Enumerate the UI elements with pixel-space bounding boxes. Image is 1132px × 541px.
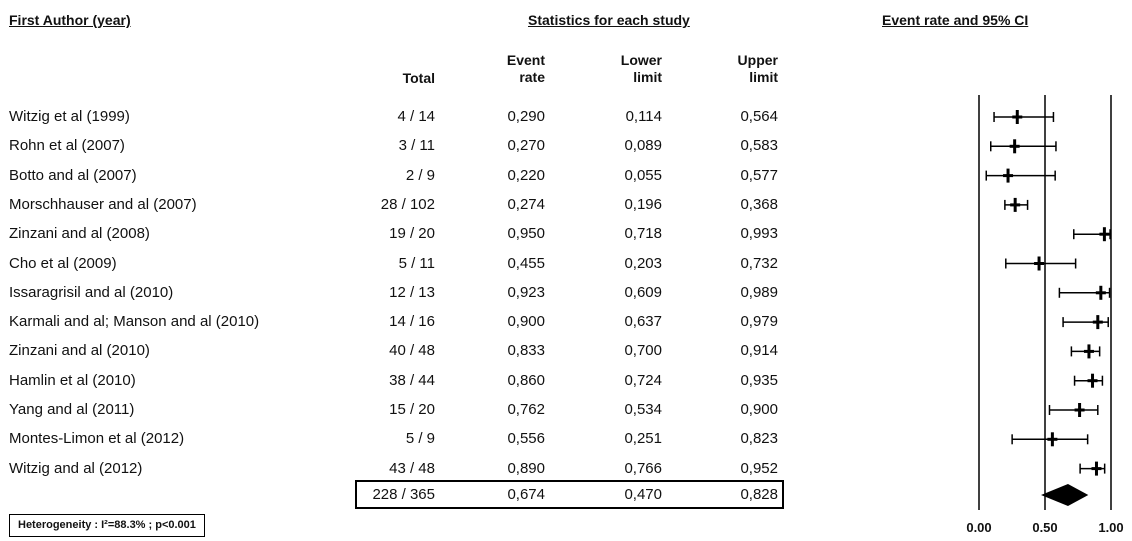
summary-row: 228 / 365 0,674 0,470 0,828: [0, 480, 800, 509]
table-row: Karmali and al; Manson and al (2010) 14 /…: [0, 307, 800, 336]
x-tick-label: 0.50: [1032, 520, 1057, 535]
study-lower-limit: 0,114: [625, 108, 662, 125]
table-row: Zinzani and al (2010) 40 / 48 0,833 0,700 0,…: [0, 336, 800, 365]
study-author: Cho et al (2009): [9, 254, 117, 272]
table-row: Witzig and al (2012) 43 / 48 0,890 0,766 0,9…: [0, 454, 800, 483]
study-total: 19 / 20: [389, 225, 435, 243]
study-event-rate: 0,556: [507, 430, 545, 448]
study-lower-limit: 0,055: [624, 166, 662, 184]
study-lower-limit: 0,534: [624, 401, 662, 418]
event-rate-column-header: Event rate: [506, 52, 545, 85]
study-event-rate: 0,762: [507, 401, 545, 418]
study-total: 2 / 9: [405, 166, 435, 184]
study-upper-limit: 0,952: [740, 459, 778, 477]
pooled-diamond: [1041, 484, 1089, 506]
x-tick-label: 1.00: [1098, 520, 1123, 535]
study-upper-limit: 0,979: [740, 313, 778, 331]
study-total: 43 / 48: [389, 459, 435, 477]
study-event-rate: 0,455: [507, 254, 545, 272]
study-total: 4 / 14: [397, 108, 435, 125]
study-upper-limit: 0,564: [740, 108, 778, 125]
heterogeneity-box: Heterogeneity : I²=88.3% ; p<0.001: [9, 514, 205, 537]
study-total: 38 / 44: [389, 371, 435, 389]
study-event-rate: 0,274: [507, 195, 545, 213]
summary-box: [355, 480, 784, 509]
study-event-rate: 0,890: [507, 459, 545, 477]
study-lower-limit: 0,718: [624, 225, 662, 243]
table-row: Issaragrisil and al (2010) 12 / 13 0,923 0,…: [0, 278, 800, 307]
study-upper-limit: 0,368: [740, 195, 778, 213]
study-upper-limit: 0,935: [740, 371, 778, 389]
table-row: Yang and al (2011) 15 / 20 0,762 0,534 0,900: [0, 395, 800, 424]
study-upper-limit: 0,577: [740, 166, 778, 184]
summary-rate: 0,674: [507, 486, 545, 503]
table-row: Botto and al (2007) 2 / 9 0,220 0,055 0,577: [0, 161, 800, 190]
study-event-rate: 0,923: [507, 283, 545, 301]
study-lower-limit: 0,766: [624, 459, 662, 477]
study-total: 5 / 9: [405, 430, 435, 448]
study-total: 14 / 16: [389, 313, 435, 331]
table-row: Hamlin et al (2010) 38 / 44 0,860 0,724 0,93…: [0, 366, 800, 395]
summary-lower: 0,470: [624, 486, 662, 503]
study-author: Zinzani and al (2008): [9, 225, 150, 243]
study-author: Karmali and al; Manson and al (2010): [9, 313, 260, 331]
study-author: Rohn et al (2007): [9, 137, 125, 155]
study-author: Issaragrisil and al (2010): [9, 283, 174, 301]
study-event-rate: 0,833: [507, 342, 545, 360]
table-row: Witzig et al (1999) 4 / 14 0,290 0,114 0,564: [0, 102, 800, 131]
study-author: Witzig et al (1999): [9, 108, 130, 125]
table-row: Montes-Limon et al (2012) 5 / 9 0,556 0,251…: [0, 424, 800, 453]
study-upper-limit: 0,823: [740, 430, 778, 448]
study-lower-limit: 0,637: [624, 313, 662, 331]
study-event-rate: 0,950: [507, 225, 545, 243]
study-upper-limit: 0,583: [740, 137, 778, 155]
study-lower-limit: 0,196: [624, 195, 662, 213]
summary-upper: 0,828: [740, 486, 778, 503]
study-total: 5 / 11: [398, 254, 435, 272]
study-lower-limit: 0,724: [624, 371, 662, 389]
study-total: 40 / 48: [389, 342, 435, 360]
study-upper-limit: 0,993: [740, 225, 778, 243]
summary-total: 228 / 365: [372, 486, 435, 503]
study-event-rate: 0,860: [507, 371, 545, 389]
table-row: Morschhauser and al (2007) 28 / 102 0,274 0…: [0, 190, 800, 219]
lower-limit-column-header: Lower limit: [620, 52, 662, 85]
study-lower-limit: 0,203: [624, 254, 662, 272]
study-total: 28 / 102: [380, 195, 435, 213]
table-row: Cho et al (2009) 5 / 11 0,455 0,203 0,732: [0, 249, 800, 278]
study-event-rate: 0,270: [507, 137, 545, 155]
study-upper-limit: 0,989: [740, 283, 778, 301]
study-author: Hamlin et al (2010): [9, 371, 136, 389]
study-lower-limit: 0,251: [624, 430, 662, 448]
study-author: Montes-Limon et al (2012): [9, 430, 185, 448]
study-upper-limit: 0,900: [740, 401, 778, 418]
study-lower-limit: 0,089: [624, 137, 662, 155]
forest-header: Event rate and 95% CI: [882, 12, 1029, 28]
table-row: Rohn et al (2007) 3 / 11 0,270 0,089 0,583: [0, 131, 800, 160]
study-lower-limit: 0,700: [624, 342, 662, 360]
study-upper-limit: 0,732: [740, 254, 778, 272]
statistics-header: Statistics for each study: [528, 12, 690, 28]
study-total: 15 / 20: [389, 401, 435, 418]
study-lower-limit: 0,609: [624, 283, 662, 301]
upper-limit-column-header: Upper limit: [737, 52, 778, 85]
study-author: Botto and al (2007): [9, 166, 137, 184]
study-author: Witzig and al (2012): [9, 459, 143, 477]
study-event-rate: 0,900: [507, 313, 545, 331]
table-row: Zinzani and al (2008) 19 / 20 0,950 0,718 0,…: [0, 219, 800, 248]
study-total: 12 / 13: [389, 283, 435, 301]
x-tick-label: 0.00: [966, 520, 991, 535]
study-event-rate: 0,290: [507, 108, 545, 125]
study-author: Zinzani and al (2010): [9, 342, 150, 360]
study-author: Morschhauser and al (2007): [9, 195, 197, 213]
study-upper-limit: 0,914: [740, 342, 778, 360]
study-total: 3 / 11: [398, 137, 435, 155]
author-header: First Author (year): [9, 12, 131, 28]
total-column-header: Total: [402, 70, 435, 86]
study-author: Yang and al (2011): [9, 401, 135, 418]
study-event-rate: 0,220: [507, 166, 545, 184]
